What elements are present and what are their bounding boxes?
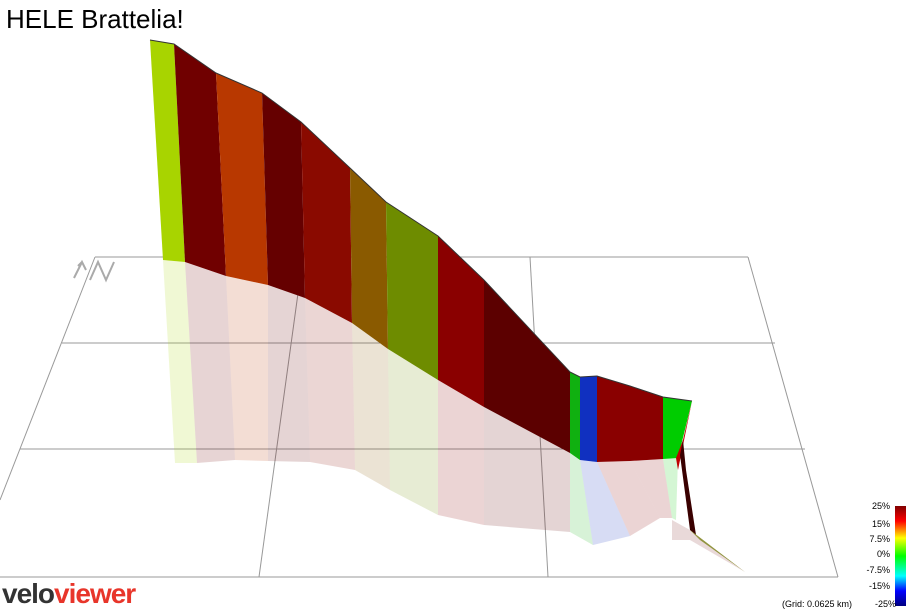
legend-label: -15% (868, 581, 890, 591)
wall-segment (438, 236, 484, 407)
gradient-legend (895, 506, 906, 606)
wall-segment (150, 40, 185, 262)
elevation-wall (149, 39, 745, 572)
wall-segment (630, 386, 663, 461)
legend-label: 15% (871, 519, 890, 529)
wall-edge (149, 39, 693, 402)
wall-segment (262, 93, 305, 298)
wall-reflection (185, 262, 235, 463)
legend-label: 7.5% (869, 534, 890, 544)
wall-segment (580, 376, 597, 462)
wall-reflection (352, 323, 390, 490)
wall-reflection (630, 459, 672, 518)
wall-reflection (388, 349, 438, 515)
north-arrow (73, 259, 115, 283)
wall-segment (386, 202, 438, 380)
logo-part: viewer (54, 578, 136, 609)
legend-label: -7.5% (866, 565, 890, 575)
wall-reflection (163, 260, 197, 463)
wall-reflection (663, 458, 678, 520)
wall-segment (216, 73, 268, 285)
wall-segment (597, 376, 630, 462)
wall-segment (350, 168, 388, 349)
logo: veloviewer (2, 578, 136, 610)
legend-label: 0% (876, 549, 890, 559)
wall-segment (484, 280, 570, 453)
wall-reflection (580, 460, 630, 545)
wall-segment (680, 440, 696, 535)
wall-reflection (672, 520, 745, 572)
wall-reflection (268, 285, 310, 462)
ground-grid (0, 256, 839, 578)
logo-part: velo (2, 578, 55, 609)
wall-reflection (484, 407, 570, 532)
wall-segment (663, 397, 692, 459)
title: HELE Brattelia! (6, 4, 184, 34)
wall-reflection (226, 276, 268, 461)
wall-segment (690, 530, 745, 572)
wall-reflection (438, 380, 484, 525)
wall-segment (174, 44, 226, 276)
legend-label: 25% (871, 501, 890, 511)
wall-reflection (597, 461, 660, 536)
wall-reflection (570, 453, 593, 545)
wall-segment (301, 122, 352, 323)
wall-reflection (305, 298, 355, 470)
legend-label: -25% (874, 599, 896, 609)
grid-note: (Grid: 0.0625 km) (782, 599, 853, 609)
wall-segment (676, 401, 692, 470)
wall-segment (570, 372, 580, 460)
